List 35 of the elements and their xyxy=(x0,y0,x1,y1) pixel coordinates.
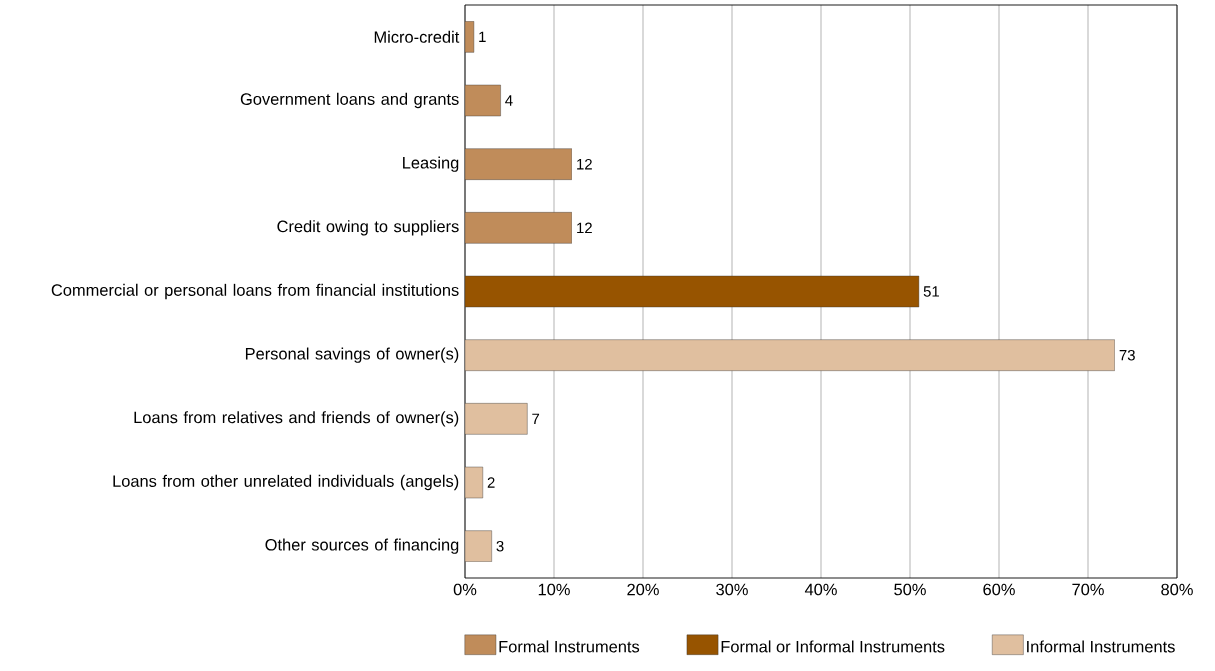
bar xyxy=(465,530,492,562)
data-label: 2 xyxy=(487,477,495,488)
y-tick-label: Micro-credit xyxy=(374,30,460,43)
x-tick-label: 10% xyxy=(538,583,570,596)
bar xyxy=(465,339,1115,371)
x-tick-label: 0% xyxy=(453,583,477,596)
y-tick-label: Credit owing to suppliers xyxy=(277,220,459,236)
x-tick-label: 50% xyxy=(894,583,926,596)
legend-label: Formal Instruments xyxy=(499,640,640,653)
bar xyxy=(465,212,572,244)
y-tick-label: Other sources of financing xyxy=(265,538,459,554)
x-tick-label: 80% xyxy=(1161,583,1193,596)
legend-label: Formal or Informal Instruments xyxy=(721,640,945,653)
y-tick-label: Loans from other unrelated individuals (angels) xyxy=(113,474,459,491)
data-label: 12 xyxy=(577,158,592,170)
data-label: 3 xyxy=(496,540,504,552)
legend-label: Informal Instruments xyxy=(1027,640,1175,653)
x-tick-label: 30% xyxy=(716,583,748,596)
data-label: 12 xyxy=(577,222,592,234)
data-label: 73 xyxy=(1119,349,1135,361)
bar xyxy=(465,403,528,435)
y-tick-label: Personal savings of owner(s) xyxy=(245,347,459,363)
data-label: 7 xyxy=(532,413,540,424)
data-label: 4 xyxy=(505,95,513,106)
y-tick-label: Commercial or personal loans from financial institutions xyxy=(51,283,459,300)
x-tick-label: 70% xyxy=(1072,583,1104,596)
y-tick-label: Leasing xyxy=(403,156,459,172)
x-tick-label: 20% xyxy=(627,583,659,596)
data-label: 1 xyxy=(479,31,486,42)
x-tick-label: 60% xyxy=(983,583,1015,596)
y-tick-label: Loans from relatives and friends of owner(s) xyxy=(134,411,459,427)
bar xyxy=(465,148,572,180)
x-tick-label: 40% xyxy=(804,583,837,596)
data-label: 51 xyxy=(923,286,939,297)
y-tick-label: Government loans and grants xyxy=(240,92,459,109)
